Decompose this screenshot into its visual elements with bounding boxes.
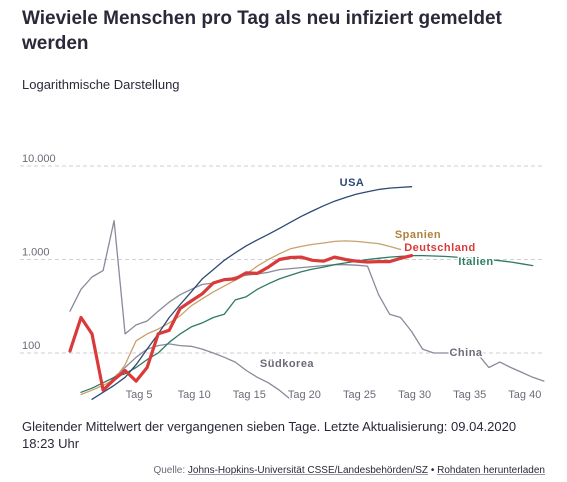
series-label-italien: Italien [458,256,493,268]
series-lines [68,186,545,400]
x-tick-label: Tag 25 [343,389,376,401]
chart-title: Wieviele Menschen pro Tag als neu infizi… [22,8,502,54]
source-line: Quelle: Johns-Hopkins-Universität CSSE/L… [153,465,545,476]
x-axis-ticks: Tag 5 Tag 10 Tag 15 Tag 20 Tag 25 Tag 30 Tag 3… [124,387,543,402]
series-label-china: China [449,347,482,359]
footnote: Gleitender Mittelwert der vergangenen si… [22,419,517,451]
series-line-china [69,220,545,382]
source-prefix: Quelle: [153,465,186,476]
x-tick-label: Tag 35 [453,389,486,401]
series-label-spanien: Spanien [395,229,441,241]
y-tick-label: 1.000 [22,247,50,259]
series-label-sdkorea: Südkorea [260,358,315,370]
series-line-sdkorea [102,343,292,400]
x-tick-label: Tag 30 [398,389,431,401]
series-label-usa: USA [340,177,365,189]
chart-subtitle: Logarithmische Darstellung [22,77,180,92]
y-tick-label: 100 [22,340,40,352]
source-separator: • [430,465,435,476]
series-line-deutschland [68,253,414,392]
source-link[interactable]: Johns-Hopkins-Universität CSSE/Landesbeh… [187,465,429,476]
series-line-italien [80,254,534,393]
y-axis-ticks: 100 1.000 10.000 [22,153,56,352]
x-tick-label: Tag 15 [233,389,266,401]
series-label-deutschland: Deutschland [404,242,476,254]
series-line-usa [91,186,413,400]
x-tick-label: Tag 5 [126,389,153,401]
x-tick-label: Tag 20 [288,389,321,401]
y-tick-label: 10.000 [22,153,56,165]
x-tick-label: Tag 10 [178,389,211,401]
download-link[interactable]: Rohdaten herunterladen [437,465,545,476]
x-tick-label: Tag 40 [508,389,541,401]
